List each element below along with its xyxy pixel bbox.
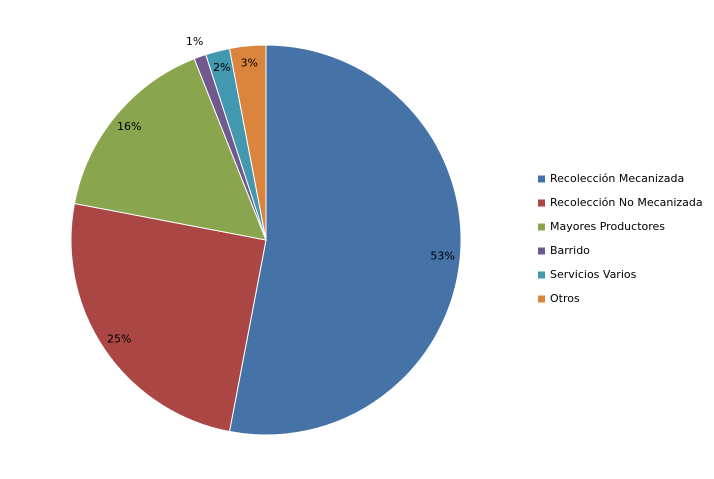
data-label: 25% [107, 333, 131, 346]
legend-label: Recolección Mecanizada [550, 172, 684, 185]
legend-label: Mayores Productores [550, 220, 665, 233]
legend-label: Otros [550, 292, 580, 305]
legend-swatch [538, 223, 545, 231]
pie-slice [73, 58, 267, 241]
pie-slice [70, 202, 267, 433]
legend-label: Recolección No Mecanizada [550, 196, 703, 209]
legend: Recolección Mecanizada Recolección No Mec… [538, 172, 703, 305]
data-label: 16% [117, 120, 141, 133]
legend-swatch [538, 175, 545, 183]
legend-swatch [538, 199, 545, 207]
pie-slice [228, 44, 462, 436]
legend-swatch [538, 247, 545, 255]
data-label: 1% [186, 35, 203, 48]
data-label: 53% [430, 250, 454, 263]
pie: 53% 25% 16% 1% 2% 3% [70, 35, 462, 436]
pie-slice [228, 44, 267, 241]
legend-label: Servicios Varios [550, 268, 637, 281]
legend-swatch [538, 271, 545, 279]
legend-label: Barrido [550, 244, 590, 257]
data-label: 2% [213, 61, 230, 74]
data-label: 3% [241, 56, 258, 69]
legend-swatch [538, 295, 545, 303]
